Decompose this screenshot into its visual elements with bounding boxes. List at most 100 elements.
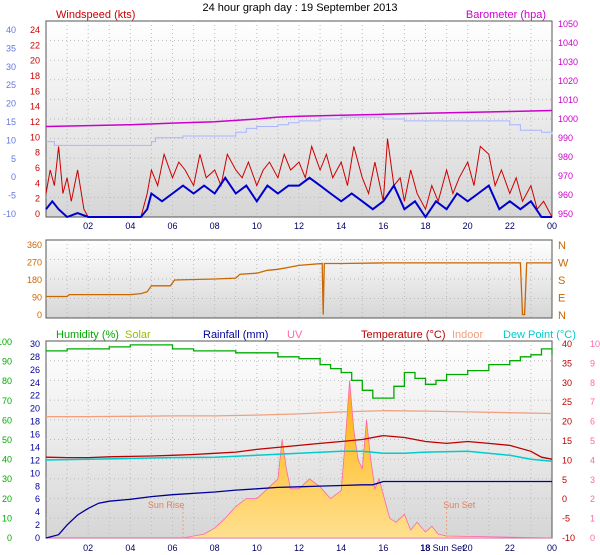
series-temperature xyxy=(45,434,553,460)
x-tick-label: 04 xyxy=(125,543,135,553)
x-tick-label: 16 xyxy=(378,221,388,231)
y-tick-label-rain: 24 xyxy=(30,378,40,388)
y-tick-label-uv: 10 xyxy=(590,339,600,349)
y-tick-label-temp: 10 xyxy=(562,455,572,465)
y-tick-label-rain: 0 xyxy=(35,533,40,543)
y-tick-label-rain: 20 xyxy=(30,404,40,414)
y-tick-label-compass: W xyxy=(558,258,569,270)
y-tick-label-humidity: 80 xyxy=(2,376,12,386)
x-tick-label: 04 xyxy=(125,221,135,231)
x-tick-label: 14 xyxy=(336,221,346,231)
series-dir-trace xyxy=(46,116,553,146)
legend-entry: Dew Point (°C) xyxy=(503,329,576,341)
y-tick-label-temp: 40 xyxy=(562,339,572,349)
y-tick-label-kts: 2 xyxy=(35,194,40,204)
y-tick-label-kts: 20 xyxy=(30,56,40,66)
y-tick-label-degrees: 90 xyxy=(32,293,42,303)
y-tick-label-uv: 1 xyxy=(590,514,595,524)
y-tick-label-kts-outer: -10 xyxy=(3,209,16,219)
legend-entry: Humidity (%) xyxy=(56,329,119,341)
y-tick-label-temp: -5 xyxy=(562,514,570,524)
y-tick-label-rain: 30 xyxy=(30,339,40,349)
y-tick-label-rain: 4 xyxy=(35,507,40,517)
x-tick-label: 08 xyxy=(210,543,220,553)
annotation-sun-set: Sun Set xyxy=(443,500,476,510)
x-tick-label: 06 xyxy=(167,221,177,231)
annotation-sun-set-axis: 18 Sun Set xyxy=(420,543,465,553)
y-tick-label-uv: 5 xyxy=(590,436,595,446)
y-tick-label-kts: 14 xyxy=(30,102,40,112)
y-tick-label-uv: 2 xyxy=(590,494,595,504)
y-tick-label-kts-outer: 0 xyxy=(11,172,16,182)
y-tick-label-humidity: 50 xyxy=(2,435,12,445)
y-tick-label-compass: E xyxy=(558,293,565,305)
y-tick-label-hpa: 1010 xyxy=(558,95,578,105)
y-tick-label-rain: 12 xyxy=(30,455,40,465)
x-tick-label: 18 xyxy=(420,221,430,231)
y-tick-label-kts-outer: -5 xyxy=(8,191,16,201)
x-tick-label: 00 xyxy=(547,543,557,553)
legend-entry: Rainfall (mm) xyxy=(203,329,268,341)
y-tick-label-hpa: 1000 xyxy=(558,114,578,124)
annotation-sun-rise: Sun Rise xyxy=(148,500,185,510)
y-tick-label-rain: 10 xyxy=(30,468,40,478)
x-tick-label: 10 xyxy=(252,221,262,231)
x-tick-label: 18 xyxy=(420,543,430,553)
y-tick-label-kts-outer: 10 xyxy=(6,135,16,145)
x-tick-label: 22 xyxy=(505,221,515,231)
y-tick-label-hpa: 960 xyxy=(558,190,573,200)
y-tick-label-uv: 3 xyxy=(590,475,595,485)
x-tick-label: 10 xyxy=(252,543,262,553)
series-rainfall xyxy=(45,480,552,539)
y-tick-label-kts-outer: 20 xyxy=(6,99,16,109)
y-tick-label-uv: 8 xyxy=(590,378,595,388)
y-tick-label-compass: N xyxy=(558,310,566,322)
y-tick-label-humidity: 20 xyxy=(2,494,12,504)
y-tick-label-kts-outer: 5 xyxy=(11,154,16,164)
series-wind-average xyxy=(45,176,552,219)
wind-barometer-panel: 4035302520151050-5-102422201816141210864… xyxy=(3,9,578,231)
y-tick-label-kts: 16 xyxy=(30,86,40,96)
y-tick-label-humidity: 100 xyxy=(0,337,12,347)
y-tick-label-rain: 2 xyxy=(35,520,40,530)
y-tick-label-temp: 15 xyxy=(562,436,572,446)
x-tick-label: 08 xyxy=(210,221,220,231)
y-axis-label-barometer: Barometer (hpa) xyxy=(466,9,546,21)
y-tick-label-hpa: 1050 xyxy=(558,19,578,29)
y-axis-label-windspeed: Windspeed (kts) xyxy=(56,9,135,21)
y-tick-label-rain: 18 xyxy=(30,417,40,427)
y-tick-label-kts: 4 xyxy=(35,178,40,188)
x-tick-label: 02 xyxy=(83,543,93,553)
y-tick-label-hpa: 950 xyxy=(558,209,573,219)
y-tick-label-kts: 22 xyxy=(30,40,40,50)
y-tick-label-humidity: 30 xyxy=(2,474,12,484)
series-barometer xyxy=(45,109,553,128)
weather-panel: 1009080706050403020100302826242220181614… xyxy=(0,329,600,553)
y-tick-label-humidity: 10 xyxy=(2,513,12,523)
y-tick-label-kts-outer: 15 xyxy=(6,117,16,127)
legend-entry: Indoor xyxy=(452,329,484,341)
y-tick-label-rain: 6 xyxy=(35,494,40,504)
x-tick-label: 14 xyxy=(336,543,346,553)
y-tick-label-kts-outer: 30 xyxy=(6,62,16,72)
y-tick-label-temp: 20 xyxy=(562,417,572,427)
y-tick-label-kts: 8 xyxy=(35,148,40,158)
y-tick-label-temp: 30 xyxy=(562,378,572,388)
series-wind-direction xyxy=(46,262,552,316)
x-tick-label: 06 xyxy=(167,543,177,553)
y-tick-label-hpa: 1040 xyxy=(558,38,578,48)
y-tick-label-degrees: 180 xyxy=(27,275,42,285)
y-tick-label-degrees: 270 xyxy=(27,258,42,268)
series-solar xyxy=(46,380,553,539)
legend-entry: UV xyxy=(287,329,303,341)
y-tick-label-hpa: 990 xyxy=(558,133,573,143)
y-tick-label-hpa: 1020 xyxy=(558,76,578,86)
y-tick-label-humidity: 0 xyxy=(7,533,12,543)
y-tick-label-uv: 6 xyxy=(590,417,595,427)
y-tick-label-humidity: 60 xyxy=(2,415,12,425)
y-tick-label-kts: 18 xyxy=(30,71,40,81)
y-tick-label-temp: 5 xyxy=(562,475,567,485)
y-tick-label-temp: 0 xyxy=(562,494,567,504)
